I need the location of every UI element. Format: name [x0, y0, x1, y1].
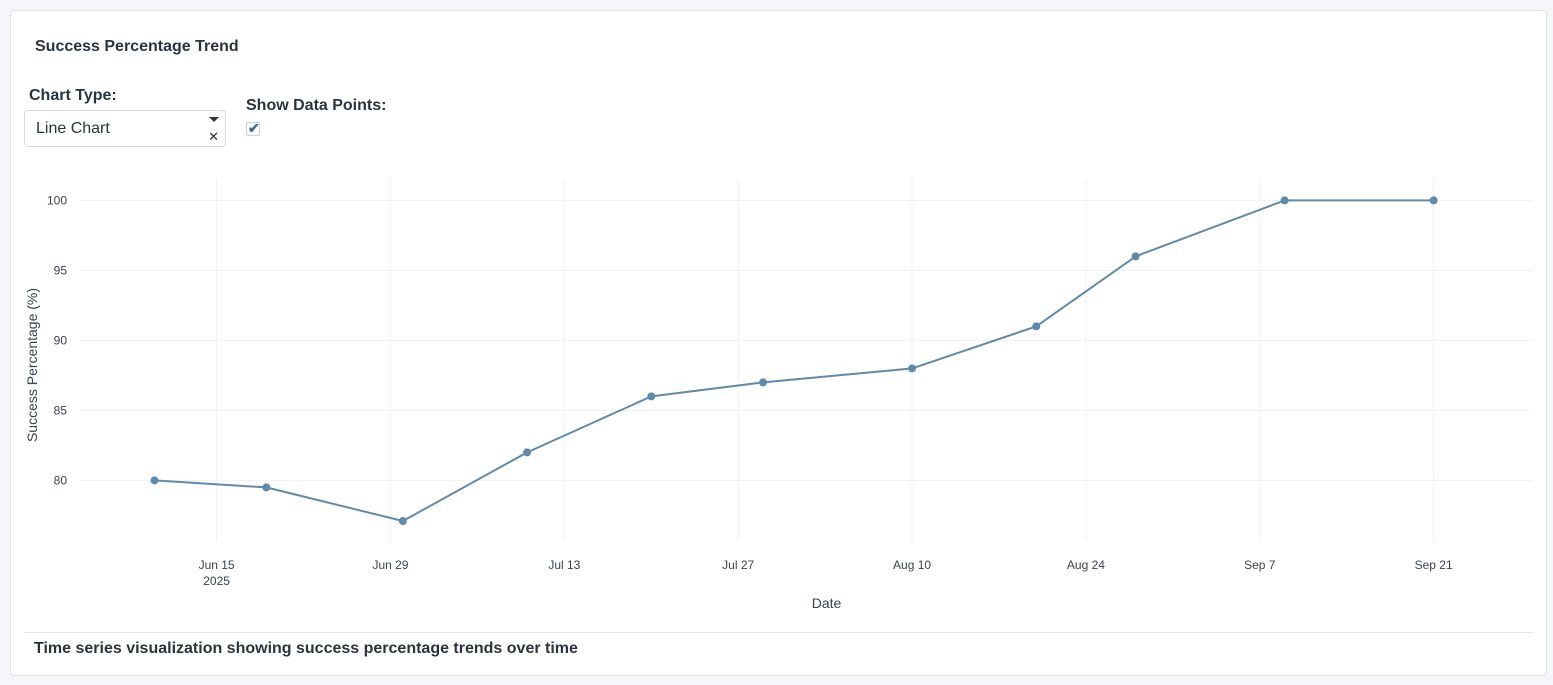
chart-type-label: Chart Type:: [29, 87, 117, 104]
data-point[interactable]: [262, 483, 271, 492]
show-data-points-checkbox[interactable]: ✔: [246, 120, 260, 136]
y-tick-label: 95: [54, 263, 68, 277]
series-line: [154, 199, 1434, 522]
x-tick-label: Jun 15: [199, 558, 235, 572]
y-axis-title: Success Percentage (%): [24, 288, 40, 442]
axes: 80 85 90 95 100 Jun 15 2025 Jun 29 Jul 13 Jul 27 A…: [47, 193, 1453, 588]
x-tick-label: Jul 27: [722, 558, 754, 572]
clear-icon[interactable]: ✕: [208, 129, 219, 144]
grid-lines: [80, 178, 1533, 542]
chart-type-value: Line Chart: [36, 120, 110, 137]
divider: [24, 632, 1534, 633]
data-point[interactable]: [150, 476, 159, 485]
chart-card: Success Percentage Trend Chart Type: Lin…: [10, 10, 1547, 676]
x-tick-label: Jul 13: [548, 558, 580, 572]
chart-caption: Time series visualization showing succes…: [34, 640, 578, 657]
data-point[interactable]: [647, 392, 656, 401]
y-tick-label: 85: [54, 403, 68, 417]
x-tick-label: Aug 24: [1067, 558, 1105, 572]
show-data-points-label: Show Data Points:: [246, 97, 387, 114]
y-tick-label: 90: [54, 333, 68, 347]
data-point[interactable]: [1032, 322, 1041, 331]
y-tick-label: 80: [54, 473, 68, 487]
card-title: Success Percentage Trend: [35, 38, 239, 55]
data-point[interactable]: [523, 448, 532, 457]
data-point[interactable]: [1280, 196, 1289, 205]
data-point[interactable]: [759, 378, 768, 387]
x-axis-title: Date: [812, 595, 842, 611]
data-point[interactable]: [1429, 196, 1438, 205]
data-point[interactable]: [1131, 252, 1140, 261]
data-point[interactable]: [908, 364, 917, 373]
x-tick-label: Sep 21: [1415, 558, 1453, 572]
x-tick-label: Sep 7: [1244, 558, 1276, 572]
y-tick-label: 100: [47, 193, 67, 207]
series-layer: [150, 196, 1438, 525]
x-tick-label: Aug 10: [893, 558, 931, 572]
x-tick-label: Jun 29: [372, 558, 408, 572]
data-point[interactable]: [398, 517, 407, 525]
checkmark-icon: ✔: [248, 120, 260, 136]
chart-type-select[interactable]: Line Chart ✕: [24, 110, 226, 147]
chevron-down-icon[interactable]: [209, 117, 219, 122]
x-tick-sublabel: 2025: [203, 574, 230, 588]
